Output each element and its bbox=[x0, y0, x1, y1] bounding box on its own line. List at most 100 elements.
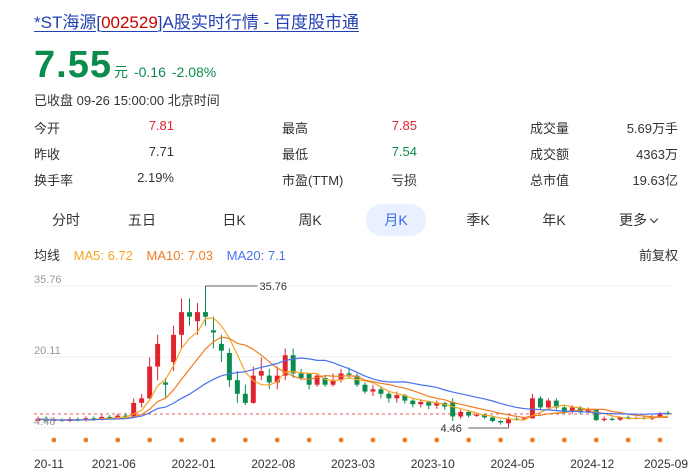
candle-body bbox=[506, 418, 511, 424]
event-dot bbox=[211, 437, 216, 443]
x-tick-label: 2022-01 bbox=[171, 457, 215, 471]
stat-cell: 今开 7.81 bbox=[34, 118, 174, 136]
candle-body bbox=[139, 398, 145, 403]
x-tick-label: 2022-08 bbox=[251, 457, 295, 471]
candle-body bbox=[458, 411, 464, 417]
page-title[interactable]: *ST海源[002529]A股实时行情 - 百度股市通 bbox=[34, 8, 359, 33]
stat-label: 成交额 bbox=[530, 147, 570, 162]
stat-value: 2.19% bbox=[137, 170, 174, 185]
candle-body bbox=[202, 312, 208, 317]
candle-body bbox=[410, 400, 416, 405]
stat-value: 亏损 bbox=[390, 173, 417, 188]
market-status: 已收盘 09-26 15:00:00 北京时间 bbox=[34, 93, 220, 108]
x-tick-label: 2021-06 bbox=[92, 457, 136, 471]
event-dot bbox=[147, 437, 153, 443]
kline-chart[interactable]: 35.76 20.11 4.46 35.76 4.46 20-11 2021-06 2022-… bbox=[0, 270, 700, 474]
price-change-pct: -2.08% bbox=[171, 64, 217, 80]
tab-label: 更多 bbox=[619, 212, 647, 228]
candle-body bbox=[155, 343, 161, 367]
stat-label: 最低 bbox=[282, 147, 309, 162]
stock-code: 002529 bbox=[101, 13, 158, 32]
tab-5[interactable]: 季K bbox=[448, 204, 508, 236]
candle-body bbox=[210, 330, 216, 333]
candle-body bbox=[561, 407, 567, 412]
candle-body bbox=[601, 418, 607, 421]
candle-body bbox=[266, 375, 272, 383]
tab-0[interactable]: 分时 bbox=[36, 204, 96, 236]
event-dot bbox=[306, 437, 312, 443]
candle-body bbox=[665, 412, 671, 415]
event-dot bbox=[179, 437, 184, 443]
tab-1[interactable]: 五日 bbox=[112, 204, 172, 236]
chevron-down-icon bbox=[649, 214, 659, 224]
candle-body bbox=[123, 415, 129, 417]
candle-body bbox=[529, 398, 535, 419]
x-tick-label: 2024-05 bbox=[490, 457, 534, 471]
low-marker-label: 4.46 bbox=[441, 423, 462, 435]
candle-body bbox=[625, 417, 631, 419]
event-dot bbox=[338, 437, 344, 443]
x-tick-label: 2023-10 bbox=[411, 457, 455, 471]
stat-value: 7.85 bbox=[391, 118, 417, 133]
tab-7[interactable]: 更多 bbox=[608, 204, 668, 236]
candle-body bbox=[402, 395, 408, 401]
candle-body bbox=[585, 409, 591, 412]
event-dot bbox=[530, 437, 535, 443]
candle-body bbox=[258, 371, 264, 376]
price-unit: 元 bbox=[113, 64, 128, 80]
stat-label: 今开 bbox=[34, 121, 61, 136]
period-tabs: 分时 五日 日K 周K 月K 季K 年K 更多 bbox=[34, 204, 678, 236]
candle-body bbox=[218, 343, 224, 351]
stats-grid: 今开 7.81 最高 7.85 成交量 5.69万手 昨收 7.71 最低 7.54 成交额 4363… bbox=[34, 118, 678, 194]
stat-value: 4363万 bbox=[636, 147, 678, 162]
tab-4[interactable]: 月K bbox=[366, 204, 426, 236]
event-dot bbox=[402, 437, 408, 443]
tab-label: 季K bbox=[466, 212, 490, 228]
candle-body bbox=[131, 402, 137, 417]
candle-body bbox=[250, 375, 256, 403]
stat-label: 市盈(TTM) bbox=[282, 173, 344, 188]
candle-body bbox=[521, 418, 527, 420]
candle-body bbox=[466, 411, 472, 416]
event-dot bbox=[466, 437, 472, 443]
stat-label: 换手率 bbox=[34, 173, 74, 188]
candle-body bbox=[482, 414, 488, 418]
event-dot bbox=[51, 437, 57, 443]
candle-body bbox=[99, 416, 105, 420]
event-dot bbox=[561, 437, 567, 443]
stat-label: 成交量 bbox=[530, 121, 570, 136]
ma5-value: MA5: 6.72 bbox=[73, 248, 133, 263]
candle-body bbox=[179, 312, 185, 335]
tab-3[interactable]: 周K bbox=[280, 204, 340, 236]
stat-cell: 昨收 7.71 bbox=[34, 144, 174, 162]
event-dot bbox=[242, 437, 248, 443]
event-dot bbox=[593, 437, 599, 443]
event-dot bbox=[274, 437, 280, 443]
candle-body bbox=[35, 418, 41, 422]
candle-body bbox=[314, 375, 320, 385]
stat-cell: 市盈(TTM) 亏损 bbox=[282, 170, 417, 188]
y-tick-label: 35.76 bbox=[34, 274, 62, 286]
stat-label: 最高 bbox=[282, 121, 309, 136]
ma20-line bbox=[37, 357, 669, 421]
candle-body bbox=[370, 389, 376, 392]
tab-6[interactable]: 年K bbox=[524, 204, 584, 236]
event-dot bbox=[115, 437, 121, 443]
candle-body bbox=[346, 373, 352, 375]
candle-body bbox=[298, 373, 304, 378]
stat-value: 5.69万手 bbox=[626, 121, 678, 136]
candle-body bbox=[490, 417, 496, 422]
stat-value: 7.81 bbox=[148, 118, 174, 133]
ma-label[interactable]: 均线 bbox=[34, 248, 61, 263]
event-dot bbox=[657, 437, 663, 443]
candle-body bbox=[593, 409, 599, 421]
candle-body bbox=[378, 389, 384, 394]
candle-body bbox=[426, 401, 432, 406]
tab-label: 五日 bbox=[128, 212, 156, 228]
candle-body bbox=[386, 393, 392, 399]
tab-2[interactable]: 日K bbox=[204, 204, 264, 236]
candle-body bbox=[553, 400, 559, 408]
candle-body bbox=[609, 418, 615, 420]
candle-body bbox=[242, 393, 248, 403]
adjust-toggle[interactable]: 前复权 bbox=[638, 248, 678, 263]
